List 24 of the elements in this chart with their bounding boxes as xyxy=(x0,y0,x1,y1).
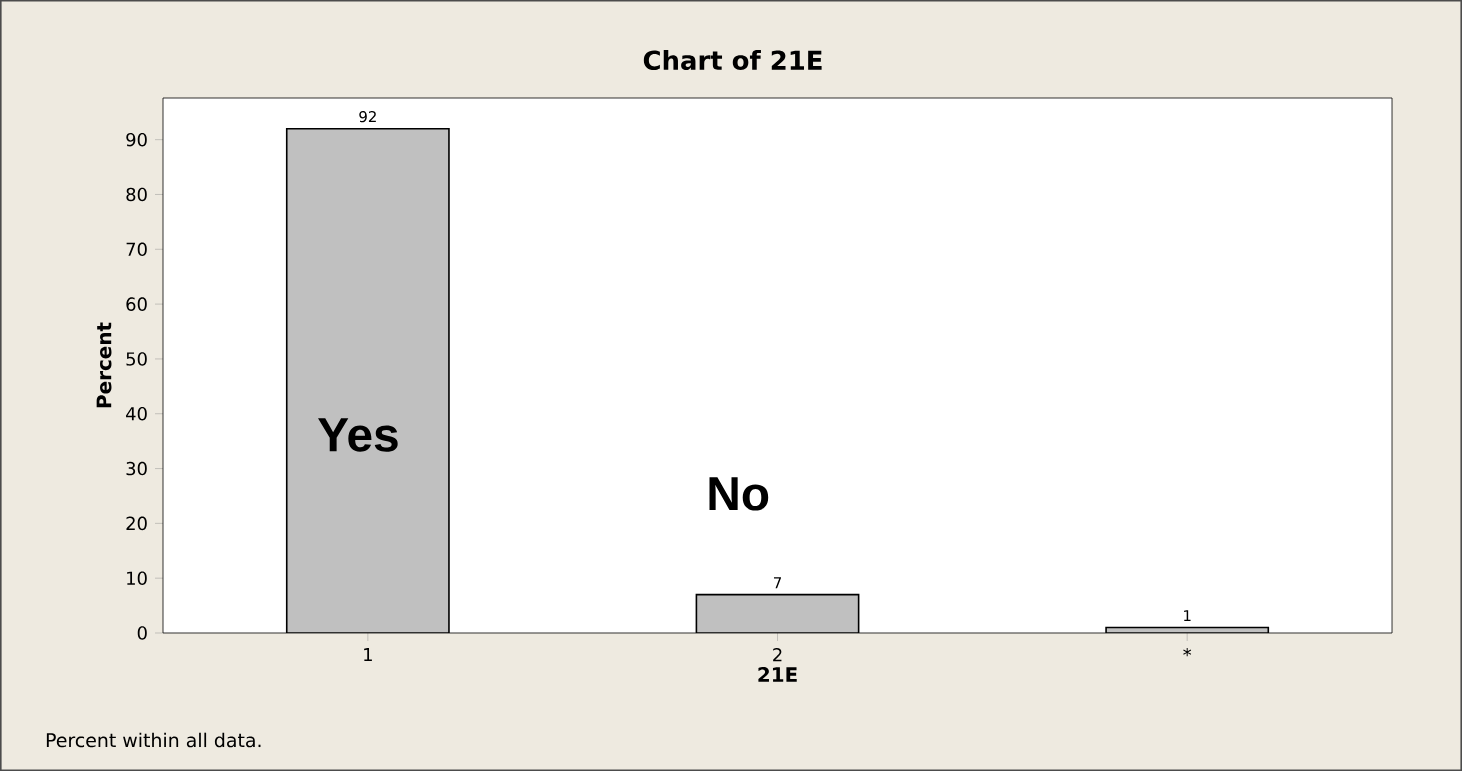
text: Percent within all data. xyxy=(46,732,261,748)
annotation: No xyxy=(709,477,769,511)
data-label: 1 xyxy=(1184,610,1191,622)
y-tick-label: 10 xyxy=(127,571,147,585)
y-tick-label: 20 xyxy=(126,516,147,531)
x-axis-title: 21E xyxy=(758,667,797,682)
y-tick-label: 50 xyxy=(126,352,147,366)
y-axis-title: Percent xyxy=(96,322,112,408)
y-tick-label: 70 xyxy=(126,242,147,257)
x-tick-label: 2 xyxy=(773,648,782,662)
chart-title: Chart of 21E xyxy=(643,49,822,71)
y-tick-label: 60 xyxy=(126,297,147,311)
annotation: Yes xyxy=(318,418,398,452)
y-tick-label: 30 xyxy=(126,461,147,476)
x-tick-label: * xyxy=(1183,648,1192,657)
data-label: 92 xyxy=(359,110,376,123)
y-tick-label: 80 xyxy=(126,187,147,202)
y-tick-label: 40 xyxy=(126,406,147,421)
x-tick-label: 1 xyxy=(364,648,372,662)
bar xyxy=(285,127,450,633)
y-tick-label: 0 xyxy=(137,626,147,640)
data-label: 7 xyxy=(773,577,781,589)
bar xyxy=(695,593,860,633)
y-tick-label: 90 xyxy=(126,132,147,147)
